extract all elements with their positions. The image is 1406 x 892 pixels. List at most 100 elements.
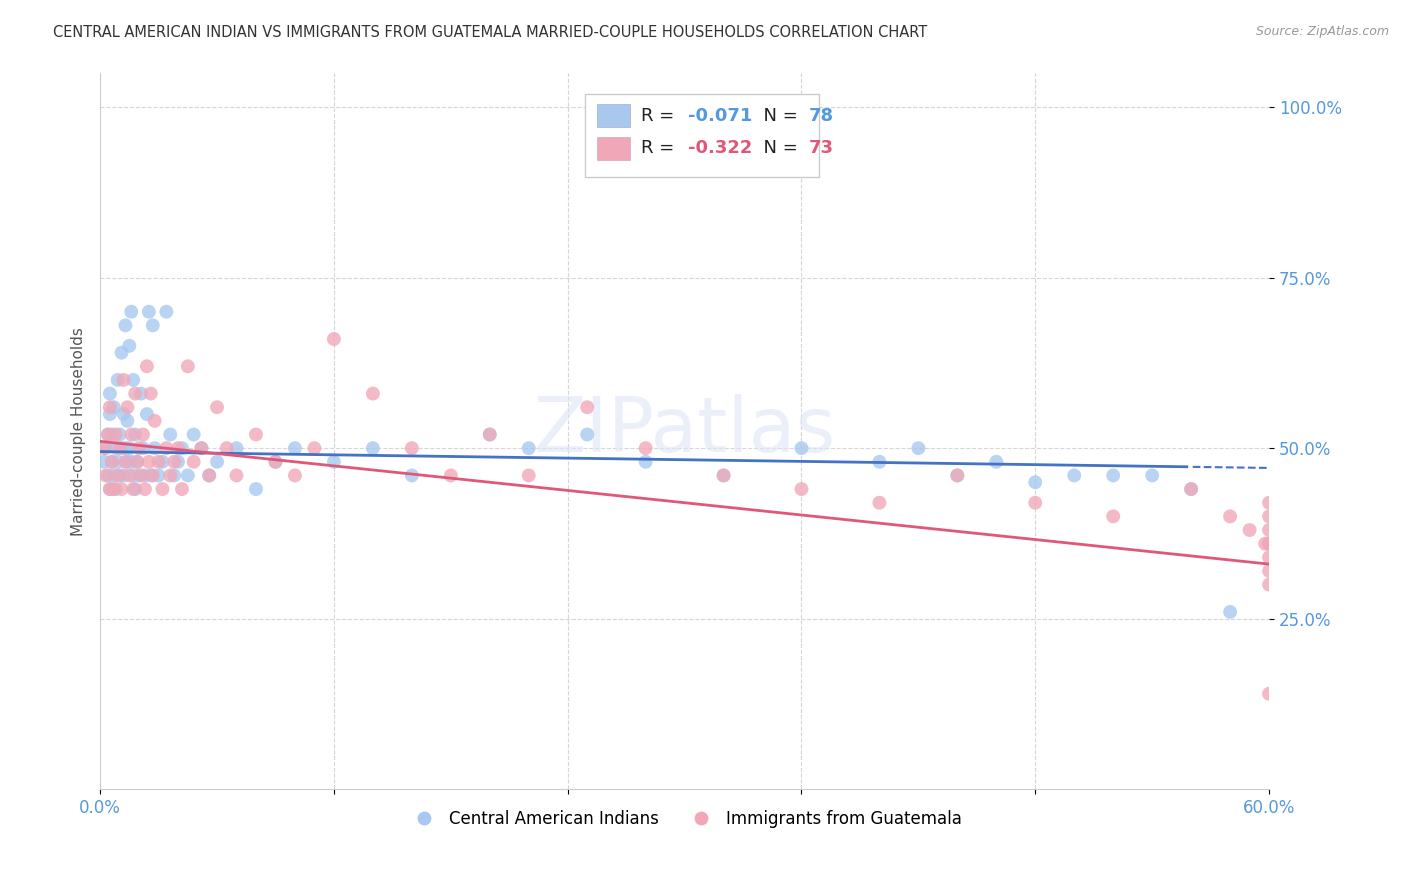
Point — [127, 455, 149, 469]
Point — [1254, 536, 1277, 550]
Point — [110, 441, 132, 455]
Text: N =: N = — [752, 107, 804, 125]
Point — [986, 455, 1008, 469]
Point — [1258, 536, 1281, 550]
Point — [132, 441, 155, 455]
Point — [104, 441, 127, 455]
Point — [108, 468, 131, 483]
Point — [117, 455, 139, 469]
Point — [576, 427, 599, 442]
Point — [1063, 468, 1085, 483]
Point — [167, 455, 190, 469]
Point — [155, 304, 177, 318]
Point — [322, 455, 344, 469]
Point — [1180, 482, 1202, 496]
Text: Source: ZipAtlas.com: Source: ZipAtlas.com — [1256, 25, 1389, 38]
Point — [170, 441, 193, 455]
Point — [205, 401, 228, 415]
Point — [132, 427, 155, 442]
Point — [148, 455, 170, 469]
Point — [198, 468, 221, 483]
Text: N =: N = — [752, 139, 804, 157]
Point — [122, 482, 145, 496]
Point — [103, 401, 125, 415]
Point — [517, 441, 540, 455]
Point — [107, 455, 129, 469]
Point — [97, 468, 120, 483]
Point — [124, 482, 146, 496]
Point — [167, 441, 190, 455]
Point — [112, 468, 135, 483]
Point — [634, 441, 657, 455]
Point — [868, 455, 890, 469]
Point — [1219, 509, 1241, 524]
Point — [1140, 468, 1163, 483]
Point — [225, 441, 247, 455]
Point — [1219, 605, 1241, 619]
Point — [108, 441, 131, 455]
Point — [205, 455, 228, 469]
Point — [114, 318, 136, 333]
Point — [1024, 475, 1046, 490]
Point — [129, 386, 152, 401]
Text: -0.322: -0.322 — [688, 139, 752, 157]
Point — [1102, 509, 1125, 524]
Point — [97, 427, 120, 442]
Legend: Central American Indians, Immigrants from Guatemala: Central American Indians, Immigrants fro… — [401, 804, 969, 835]
Point — [1180, 482, 1202, 496]
FancyBboxPatch shape — [585, 95, 820, 177]
Point — [101, 455, 124, 469]
Point — [98, 386, 121, 401]
Point — [177, 359, 200, 374]
Point — [790, 482, 813, 496]
Point — [284, 468, 307, 483]
Y-axis label: Married-couple Households: Married-couple Households — [72, 326, 86, 535]
Point — [190, 441, 212, 455]
Point — [1258, 564, 1281, 578]
Point — [138, 304, 160, 318]
Point — [1258, 550, 1281, 565]
Point — [107, 373, 129, 387]
Point — [112, 373, 135, 387]
Point — [112, 407, 135, 421]
Point — [284, 441, 307, 455]
Point — [110, 482, 132, 496]
Point — [114, 441, 136, 455]
Point — [93, 441, 115, 455]
Point — [148, 468, 170, 483]
Point — [1239, 523, 1261, 537]
Point — [103, 468, 125, 483]
Point — [155, 441, 177, 455]
Text: CENTRAL AMERICAN INDIAN VS IMMIGRANTS FROM GUATEMALA MARRIED-COUPLE HOUSEHOLDS C: CENTRAL AMERICAN INDIAN VS IMMIGRANTS FR… — [53, 25, 928, 40]
Point — [139, 468, 162, 483]
Point — [101, 455, 124, 469]
Point — [134, 468, 156, 483]
Point — [163, 468, 186, 483]
Point — [225, 468, 247, 483]
Point — [93, 455, 115, 469]
Point — [104, 427, 127, 442]
Point — [264, 455, 287, 469]
Point — [135, 407, 157, 421]
Point — [159, 468, 181, 483]
Point — [134, 482, 156, 496]
Point — [946, 468, 969, 483]
Point — [118, 468, 141, 483]
Point — [94, 468, 117, 483]
Point — [713, 468, 735, 483]
FancyBboxPatch shape — [598, 136, 630, 160]
Text: ZIPatlas: ZIPatlas — [533, 394, 835, 468]
Point — [322, 332, 344, 346]
Point — [1024, 496, 1046, 510]
Point — [98, 482, 121, 496]
Point — [98, 407, 121, 421]
Point — [98, 401, 121, 415]
Point — [142, 318, 165, 333]
Point — [120, 455, 142, 469]
Point — [634, 455, 657, 469]
Point — [118, 339, 141, 353]
Point — [143, 441, 166, 455]
Point — [440, 468, 463, 483]
Point — [576, 401, 599, 415]
Point — [152, 482, 174, 496]
